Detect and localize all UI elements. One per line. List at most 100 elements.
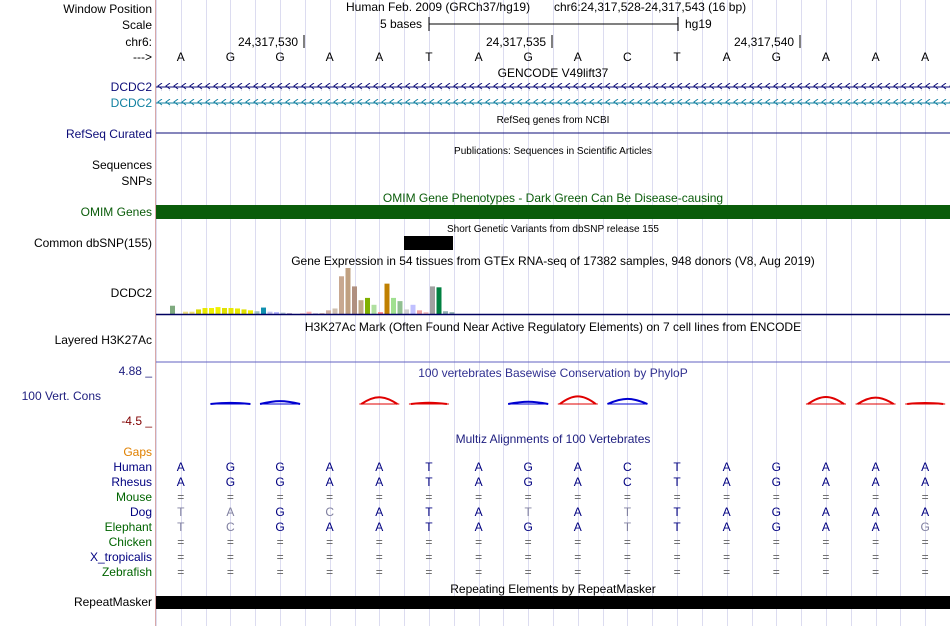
gtex-expression-chart[interactable] xyxy=(156,266,950,318)
gencode-transcripts[interactable] xyxy=(156,82,950,110)
gtex-tissue-bar xyxy=(417,310,422,314)
alignment-base: A xyxy=(226,505,235,519)
alignment-base: T xyxy=(673,520,681,534)
phylop-title: 100 vertebrates Basewise Conservation by… xyxy=(418,366,688,380)
alignment-base: = xyxy=(375,490,383,504)
alignment-base: = xyxy=(723,535,731,549)
alignment-base: = xyxy=(673,550,681,564)
phylop-negative-mark xyxy=(607,397,648,405)
dbsnp-variant[interactable] xyxy=(404,236,453,250)
phylop-negative-mark xyxy=(508,400,549,405)
alignment-base: T xyxy=(673,505,681,519)
h3k27ac-title: H3K27Ac Mark (Often Found Near Active Re… xyxy=(304,320,802,334)
alignment-base: A xyxy=(375,460,384,474)
alignment-base: = xyxy=(177,565,185,579)
alignment-base: A xyxy=(871,475,880,489)
alignment-base: = xyxy=(723,550,731,564)
alignment-base: T xyxy=(673,475,681,489)
alignment-base: = xyxy=(326,535,334,549)
gtex-tissue-bar xyxy=(449,312,455,314)
alignment-base: C xyxy=(325,505,335,519)
species-label: Mouse xyxy=(115,490,152,504)
gtex-tissue-bar xyxy=(300,313,305,314)
reference-base: C xyxy=(623,50,632,64)
species-label: Rhesus xyxy=(111,475,152,489)
gtex-tissue-bar xyxy=(404,309,409,314)
alignment-base: A xyxy=(573,475,582,489)
alignment-base: A xyxy=(474,520,483,534)
snps-track-label[interactable]: SNPs xyxy=(121,174,152,188)
gtex-tissue-bar xyxy=(274,312,279,314)
phylop-conservation-plot[interactable] xyxy=(156,380,950,430)
gencode-strand-arrows xyxy=(156,83,950,91)
reference-base: A xyxy=(474,50,483,64)
species-label: Dog xyxy=(129,505,152,519)
alignment-base: C xyxy=(623,460,632,474)
h3k27ac-track-label[interactable]: Layered H3K27Ac xyxy=(54,333,152,347)
gtex-tissue-bar xyxy=(443,311,448,314)
alignment-base: G xyxy=(771,475,781,489)
gtex-tissue-bar xyxy=(280,312,286,314)
alignment-base: = xyxy=(425,565,433,579)
phylop-positive-mark xyxy=(857,396,895,405)
gencode-track-label[interactable]: DCDC2 xyxy=(110,80,152,94)
gtex-tissue-bar xyxy=(339,276,344,314)
alignment-base: = xyxy=(673,535,681,549)
alignment-base: = xyxy=(425,550,433,564)
alignment-base: = xyxy=(425,535,433,549)
alignment-base: = xyxy=(425,490,433,504)
alignment-base: G xyxy=(771,460,781,474)
phylop-positive-mark xyxy=(410,401,448,405)
alignment-base: A xyxy=(176,460,185,474)
refseq-track-label[interactable]: RefSeq Curated xyxy=(65,127,152,141)
alignment-base: = xyxy=(921,565,929,579)
phylop-track-label[interactable]: 100 Vert. Cons xyxy=(21,389,101,403)
reference-base: A xyxy=(722,50,731,64)
reference-base: T xyxy=(425,50,433,64)
alignment-base: A xyxy=(474,505,483,519)
alignment-base: T xyxy=(425,520,433,534)
alignment-base: A xyxy=(722,475,731,489)
omim-track-label[interactable]: OMIM Genes xyxy=(80,205,152,219)
db-label: hg19 xyxy=(685,17,712,31)
dbsnp-track-label[interactable]: Common dbSNP(155) xyxy=(33,236,152,250)
publications-title: Publications: Sequences in Scientific Ar… xyxy=(454,146,652,157)
phylop-negative-mark xyxy=(259,400,301,405)
gtex-tissue-bar xyxy=(371,304,377,314)
alignment-base: = xyxy=(226,535,234,549)
refseq-transcript[interactable] xyxy=(156,128,950,136)
alignment-base: = xyxy=(623,535,631,549)
alignment-base: = xyxy=(574,550,582,564)
gaps-label: Gaps xyxy=(123,445,152,459)
alignment-base: G xyxy=(771,520,781,534)
alignment-base: A xyxy=(325,475,334,489)
repeatmasker-track-label[interactable]: RepeatMasker xyxy=(73,595,152,609)
h3k27ac-baseline xyxy=(156,361,950,363)
gencode-lift-track-label[interactable]: DCDC2 xyxy=(110,96,152,110)
reference-base: A xyxy=(325,50,334,64)
reference-base: T xyxy=(673,50,681,64)
alignment-base: = xyxy=(177,535,185,549)
reference-base: A xyxy=(573,50,582,64)
omim-gene-bar[interactable] xyxy=(156,205,950,219)
alignment-base: = xyxy=(772,535,780,549)
alignment-base: = xyxy=(574,535,582,549)
gencode-title: GENCODE V49lift37 xyxy=(497,66,609,80)
omim-title: OMIM Gene Phenotypes - Dark Green Can Be… xyxy=(382,191,724,205)
alignment-base: T xyxy=(425,460,433,474)
alignment-base: = xyxy=(822,535,830,549)
gtex-track-label[interactable]: DCDC2 xyxy=(110,286,152,300)
repeatmasker-element[interactable] xyxy=(156,596,950,609)
alignment-base: A xyxy=(821,460,830,474)
gtex-tissue-bar xyxy=(202,308,208,314)
window-position-label: Window Position xyxy=(63,2,152,16)
phylop-positive-mark xyxy=(559,395,597,405)
alignment-base: A xyxy=(871,520,880,534)
alignment-base: = xyxy=(574,490,582,504)
alignment-base: = xyxy=(375,535,383,549)
alignment-base: = xyxy=(475,565,483,579)
sequences-track-label[interactable]: Sequences xyxy=(91,158,152,172)
alignment-base: = xyxy=(524,565,532,579)
alignment-base: = xyxy=(524,490,532,504)
alignment-base: = xyxy=(673,490,681,504)
